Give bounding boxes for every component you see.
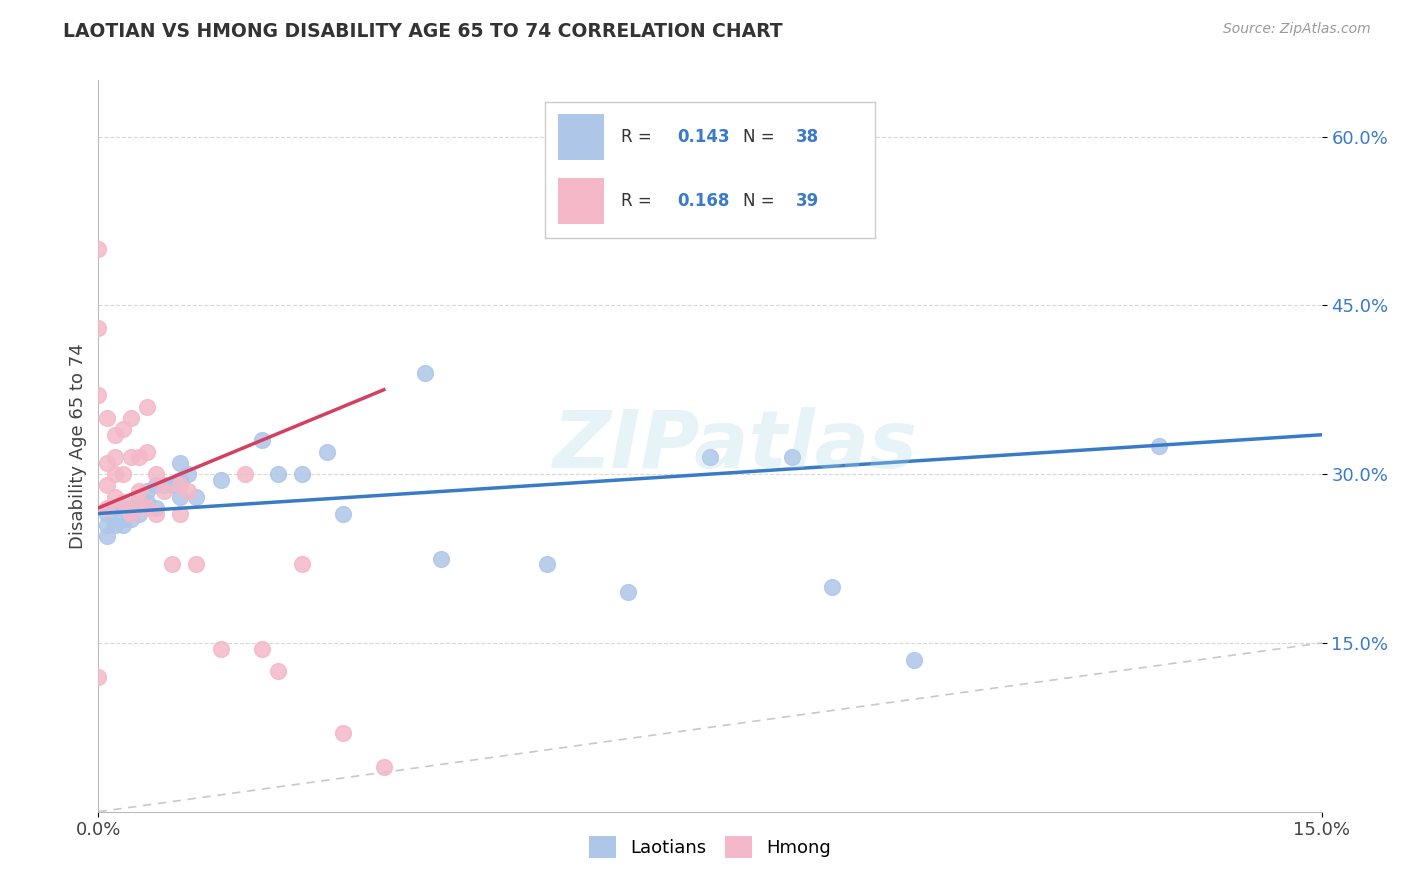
Point (128, 490, 150, 504)
Point (111, 517, 134, 532)
Point (430, 551, 453, 566)
Point (699, 450, 721, 465)
Point (250, 434, 273, 448)
Point (111, 500, 134, 515)
Point (169, 456, 191, 470)
Point (96, 517, 118, 532)
Point (104, 467, 127, 482)
Point (169, 478, 191, 492)
Legend: Laotians, Hmong: Laotians, Hmong (582, 829, 838, 865)
Point (104, 517, 127, 532)
Point (169, 507, 191, 521)
Point (96, 500, 118, 515)
Text: LAOTIAN VS HMONG DISABILITY AGE 65 TO 74 CORRELATION CHART: LAOTIAN VS HMONG DISABILITY AGE 65 TO 74… (63, 22, 783, 41)
Point (169, 473, 191, 487)
Point (250, 641, 273, 656)
Point (128, 507, 150, 521)
Point (87, 321, 110, 335)
Point (291, 467, 314, 482)
Point (233, 467, 256, 482)
Point (145, 467, 167, 482)
Point (104, 450, 127, 465)
Point (111, 422, 134, 436)
Point (96, 478, 118, 492)
Point (160, 557, 183, 571)
Point (209, 641, 232, 656)
Point (267, 664, 290, 678)
Point (104, 500, 127, 515)
Point (87, 242, 110, 256)
Point (332, 726, 354, 740)
Point (136, 444, 159, 458)
Point (145, 478, 167, 492)
Point (120, 410, 142, 425)
Point (128, 483, 150, 498)
Point (104, 427, 127, 442)
Point (111, 495, 134, 509)
Point (780, 450, 803, 465)
Point (128, 495, 150, 509)
Point (617, 585, 640, 599)
Point (413, 366, 436, 380)
Point (145, 507, 167, 521)
Point (332, 507, 354, 521)
Point (186, 557, 208, 571)
Point (136, 483, 159, 498)
Point (128, 450, 150, 465)
Point (373, 760, 395, 774)
Point (186, 490, 208, 504)
Point (87, 670, 110, 684)
Point (96, 456, 118, 470)
Point (177, 483, 200, 498)
Point (96, 410, 118, 425)
Text: ZIPatlas: ZIPatlas (553, 407, 917, 485)
Point (120, 507, 142, 521)
Point (1147, 439, 1170, 453)
Point (209, 473, 232, 487)
Point (315, 444, 337, 458)
Point (136, 400, 159, 414)
Point (145, 500, 167, 515)
Point (152, 483, 174, 498)
Point (120, 450, 142, 465)
Point (152, 478, 174, 492)
Text: Source: ZipAtlas.com: Source: ZipAtlas.com (1223, 22, 1371, 37)
Point (120, 512, 142, 526)
Point (111, 467, 134, 482)
Point (104, 490, 127, 504)
Point (96, 507, 118, 521)
Point (120, 500, 142, 515)
Point (821, 580, 844, 594)
Point (903, 653, 925, 667)
Y-axis label: Disability Age 65 to 74: Disability Age 65 to 74 (69, 343, 87, 549)
Point (136, 495, 159, 509)
Point (267, 467, 290, 482)
Point (87, 388, 110, 402)
Point (96, 529, 118, 543)
Point (160, 478, 183, 492)
Point (536, 557, 558, 571)
Point (111, 512, 134, 526)
Point (169, 490, 191, 504)
Point (177, 467, 200, 482)
Point (136, 500, 159, 515)
Point (291, 557, 314, 571)
